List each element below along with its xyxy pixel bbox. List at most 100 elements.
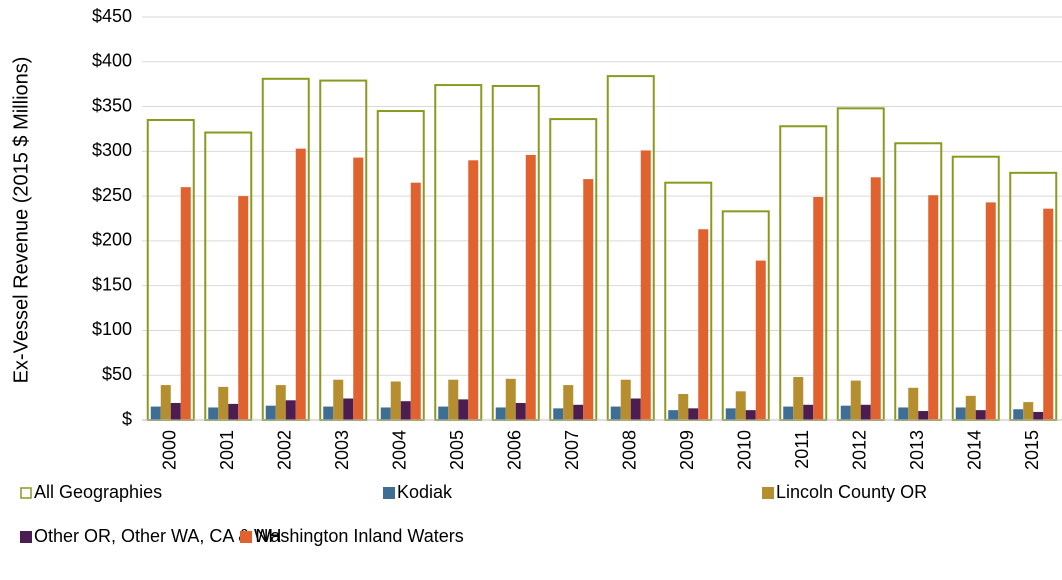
- bar: [573, 404, 584, 420]
- bar: [238, 196, 249, 420]
- bar: [495, 407, 506, 420]
- bar: [553, 408, 564, 420]
- bar: [870, 177, 881, 420]
- bar: [160, 385, 171, 420]
- bar: [725, 408, 736, 420]
- bar: [265, 405, 276, 420]
- bar: [898, 407, 909, 420]
- x-tick-label: 2012: [850, 430, 870, 470]
- bar: [803, 404, 814, 420]
- legend-label: Other OR, Other WA, CA & NH: [34, 526, 281, 546]
- bar: [353, 157, 364, 420]
- bar: [323, 406, 334, 420]
- legend-label: All Geographies: [34, 482, 162, 502]
- bar: [468, 160, 479, 421]
- y-tick-label: $450: [92, 6, 132, 26]
- legend-label: Lincoln County OR: [776, 482, 927, 502]
- y-tick-label: $300: [92, 140, 132, 160]
- bar: [563, 385, 574, 420]
- y-tick-label: $50: [102, 364, 132, 384]
- x-tick-label: 2001: [217, 430, 237, 470]
- x-tick-label: 2007: [562, 430, 582, 470]
- y-tick-label: $200: [92, 230, 132, 250]
- bar: [735, 391, 746, 420]
- bar: [955, 407, 966, 420]
- bar: [333, 379, 344, 420]
- bar: [275, 385, 286, 420]
- bar: [1013, 409, 1024, 420]
- bar: [840, 405, 851, 420]
- bar: [965, 395, 976, 420]
- y-tick-label: $400: [92, 51, 132, 71]
- y-tick-label: $100: [92, 319, 132, 339]
- bar: [515, 402, 526, 420]
- x-tick-label: 2000: [160, 430, 180, 470]
- x-tick-label: 2003: [332, 430, 352, 470]
- bar: [1033, 411, 1044, 420]
- bar: [850, 380, 861, 420]
- bar: [630, 398, 641, 420]
- bar: [380, 407, 391, 420]
- legend-swatch: [20, 531, 32, 543]
- x-tick-label: 2004: [390, 430, 410, 470]
- legend-swatch: [383, 487, 395, 499]
- bar: [208, 407, 219, 420]
- bar: [1023, 402, 1034, 420]
- bar: [783, 406, 794, 420]
- bar: [610, 406, 621, 420]
- bar: [458, 399, 469, 420]
- bar: [698, 229, 709, 420]
- bar: [928, 195, 939, 420]
- bar: [295, 148, 306, 420]
- legend-swatch: [240, 531, 252, 543]
- bar: [668, 410, 679, 420]
- bar: [813, 197, 824, 420]
- bar: [448, 379, 459, 420]
- bar: [505, 378, 516, 420]
- bar: [860, 404, 871, 420]
- x-tick-label: 2010: [735, 430, 755, 470]
- bar: [688, 408, 699, 420]
- bar: [150, 406, 161, 420]
- legend-label: Washington Inland Waters: [254, 526, 464, 546]
- x-tick-label: 2002: [275, 430, 295, 470]
- bar: [1043, 208, 1054, 420]
- legend-label: Kodiak: [397, 482, 453, 502]
- x-tick-label: 2009: [677, 430, 697, 470]
- y-tick-label: $250: [92, 185, 132, 205]
- bar: [975, 410, 986, 420]
- bar: [410, 182, 421, 420]
- bar: [218, 386, 229, 420]
- x-tick-label: 2008: [620, 430, 640, 470]
- bar: [228, 403, 239, 420]
- legend-swatch: [20, 487, 32, 499]
- x-tick-label: 2014: [965, 430, 985, 470]
- legend-swatch: [762, 487, 774, 499]
- x-tick-label: 2006: [505, 430, 525, 470]
- x-tick-label: 2005: [447, 430, 467, 470]
- bar: [438, 406, 449, 420]
- bar: [793, 377, 804, 420]
- bar: [525, 154, 536, 420]
- bar: [985, 202, 996, 420]
- bar: [745, 410, 756, 420]
- bar: [170, 402, 181, 420]
- bar: [620, 379, 631, 420]
- y-tick-label: $: [122, 409, 132, 429]
- bar: [678, 394, 689, 420]
- bar: [285, 400, 296, 420]
- x-tick-label: 2013: [907, 430, 927, 470]
- bar: [583, 179, 594, 420]
- bar: [400, 401, 411, 420]
- y-tick-label: $350: [92, 95, 132, 115]
- bar: [755, 260, 766, 420]
- bar: [908, 387, 919, 420]
- bar: [343, 398, 354, 420]
- y-tick-label: $150: [92, 274, 132, 294]
- y-axis-label: Ex-Vessel Revenue (2015 $ Millions): [10, 57, 32, 384]
- bar: [180, 187, 191, 420]
- x-tick-label: 2015: [1022, 430, 1042, 470]
- bar: [640, 150, 651, 420]
- bar: [390, 381, 401, 420]
